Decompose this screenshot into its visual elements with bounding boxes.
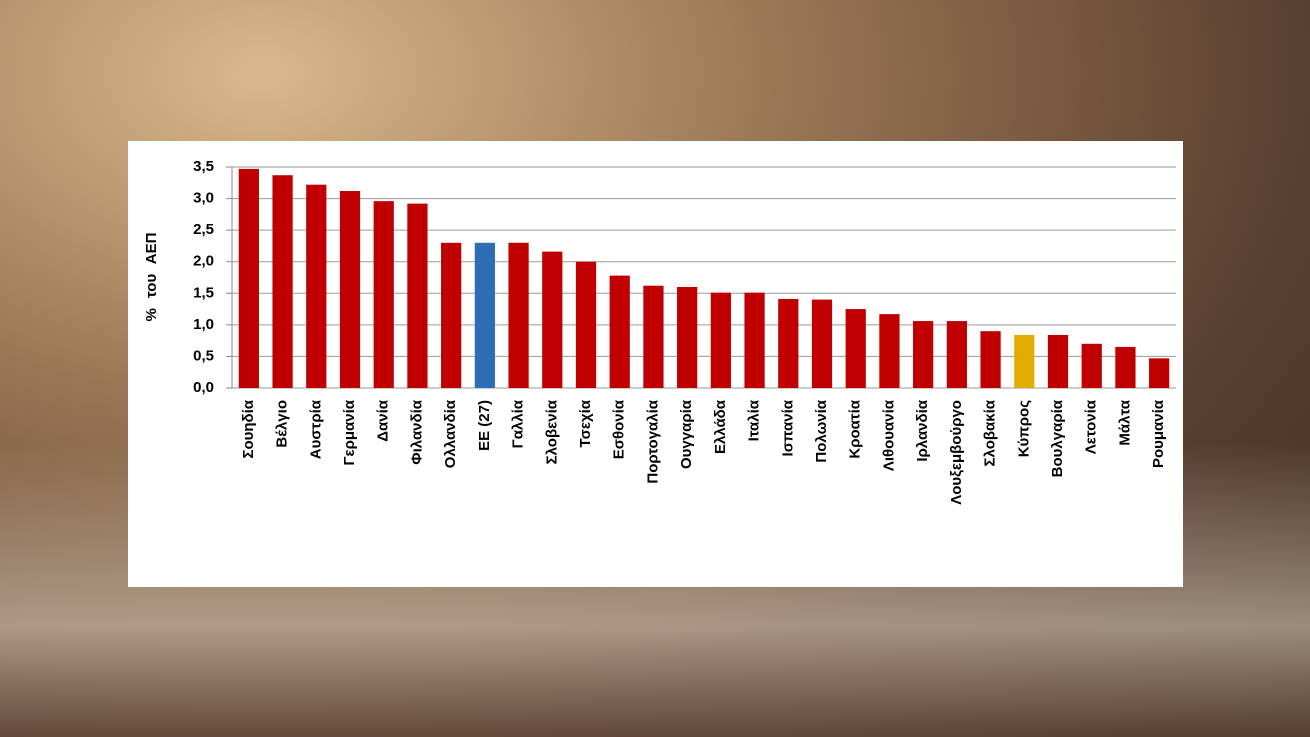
bar — [744, 292, 765, 388]
bar — [1149, 358, 1170, 388]
x-tick-label: Ουγγαρία — [678, 399, 695, 469]
bar — [373, 201, 394, 388]
y-tick-label: 0,0 — [193, 379, 214, 396]
bar — [1081, 343, 1102, 388]
bar — [946, 321, 967, 388]
bar — [474, 242, 495, 388]
bar — [1115, 346, 1136, 388]
x-tick-label: ΕΕ (27) — [476, 400, 493, 451]
y-tick-label: 3,5 — [193, 158, 214, 175]
bar — [677, 286, 698, 388]
x-tick-label: Ελλάδα — [712, 399, 729, 454]
x-tick-label: Εσθονία — [611, 399, 628, 459]
bar — [643, 285, 664, 388]
bar — [811, 299, 833, 388]
bar — [1047, 334, 1069, 388]
y-tick-label: 2,0 — [193, 253, 214, 270]
bar — [879, 314, 900, 388]
bar — [508, 242, 529, 388]
x-tick-label: Ιταλία — [746, 399, 763, 441]
x-tick-label: Λουξεμβούργο — [948, 400, 965, 505]
x-tick-label: Γερμανία — [341, 399, 358, 465]
x-tick-label: Πολωνία — [813, 399, 830, 462]
x-tick-label: Ρουμανία — [1150, 399, 1167, 468]
x-tick-label: Φιλανδία — [408, 399, 425, 464]
bar — [542, 251, 563, 388]
x-tick-label: Κύπρος — [1015, 400, 1032, 457]
bar — [407, 203, 428, 388]
bar — [1014, 334, 1035, 388]
y-tick-label: 3,0 — [193, 190, 214, 207]
x-tick-label: Ολλανδία — [442, 399, 459, 468]
x-tick-label: Κροατία — [847, 399, 864, 458]
x-tick-label: Τσεχία — [577, 399, 594, 447]
y-axis-label: % του ΑΕΠ — [143, 233, 160, 322]
bar — [980, 331, 1001, 388]
x-tick-label: Ιρλανδία — [914, 399, 931, 461]
x-tick-label: Πορτογαλία — [644, 399, 661, 483]
bar — [778, 298, 799, 388]
x-tick-label: Ισπανία — [779, 399, 796, 456]
y-tick-label: 1,5 — [193, 284, 214, 301]
bar — [913, 321, 934, 388]
bar — [306, 184, 327, 388]
bar — [238, 168, 259, 388]
bar — [272, 175, 293, 388]
y-tick-label: 1,0 — [193, 316, 214, 333]
bar — [339, 190, 361, 388]
y-tick-label: 2,5 — [193, 221, 214, 238]
x-tick-label: Λετονία — [1083, 399, 1100, 454]
x-tick-label: Σουηδία — [240, 399, 257, 458]
bar — [441, 242, 462, 388]
bar — [609, 275, 630, 388]
bar — [710, 292, 731, 388]
x-tick-label: Μάλτα — [1116, 399, 1133, 445]
x-tick-label: Βέλγιο — [274, 400, 291, 448]
x-tick-label: Δανία — [375, 399, 392, 442]
x-tick-label: Γαλλία — [510, 399, 527, 448]
x-tick-label: Σλοβακία — [982, 399, 999, 466]
x-tick-label: Αυστρία — [307, 399, 324, 459]
y-tick-label: 0,5 — [193, 347, 214, 364]
bar — [575, 261, 597, 388]
bar — [845, 309, 866, 388]
x-tick-label: Λιθουανία — [880, 399, 897, 471]
x-tick-label: Βουλγαρία — [1049, 399, 1066, 477]
x-tick-label: Σλοβενία — [543, 399, 560, 464]
